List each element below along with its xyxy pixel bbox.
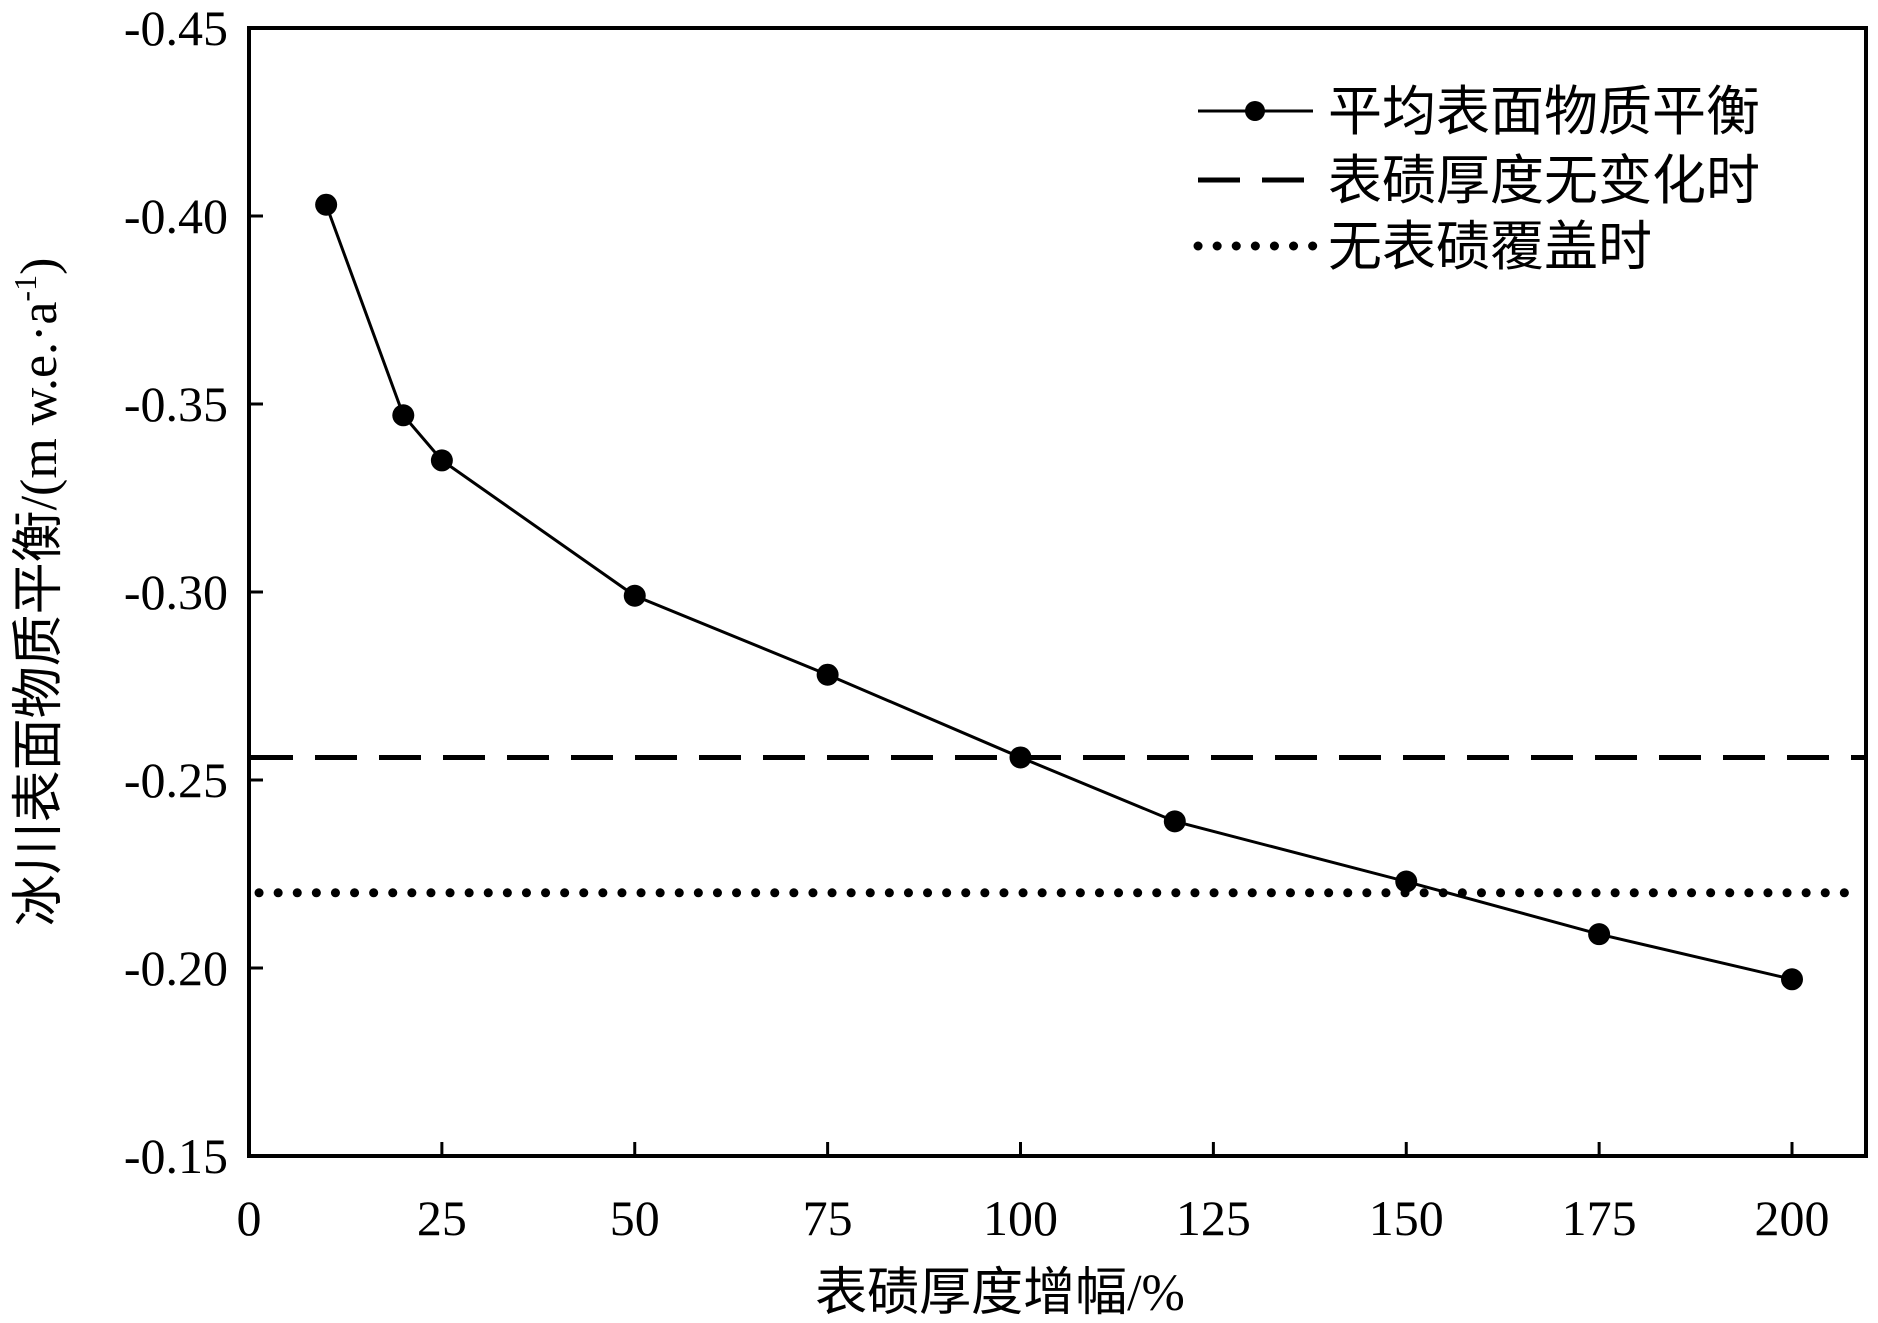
x-tick-label: 175 bbox=[1562, 1190, 1637, 1246]
x-tick-label: 150 bbox=[1369, 1190, 1444, 1246]
data-point bbox=[430, 449, 453, 472]
x-tick-label: 25 bbox=[417, 1190, 467, 1246]
y-axis-title-main: 冰川表面物质平衡/(m w.e.·a bbox=[11, 302, 68, 927]
legend-label-0: 平均表面物质平衡 bbox=[1328, 82, 1760, 142]
data-point bbox=[1781, 968, 1803, 991]
data-point bbox=[1163, 810, 1186, 833]
series-line-path bbox=[324, 204, 1793, 981]
legend: 平均表面物质平衡 表碛厚度无变化时 无表碛覆盖时 bbox=[1193, 82, 1760, 277]
y-axis-title-close: ) bbox=[11, 258, 68, 275]
y-tick-label: -0.15 bbox=[124, 1128, 228, 1184]
x-axis-title: 表碛厚度增幅/% bbox=[815, 1265, 1185, 1322]
y-tick-label: -0.20 bbox=[124, 940, 228, 996]
y-tick-label: -0.40 bbox=[124, 188, 228, 244]
x-tick-label: 200 bbox=[1755, 1190, 1830, 1246]
data-point bbox=[816, 663, 839, 686]
y-tick-label: -0.30 bbox=[124, 564, 228, 620]
y-axis-title-sup: -1 bbox=[7, 275, 43, 302]
data-point bbox=[623, 584, 646, 607]
y-tick-label: -0.25 bbox=[124, 752, 228, 808]
x-axis: 0 25 50 75 100 125 150 175 200 bbox=[237, 1142, 1830, 1246]
y-tick-label: -0.45 bbox=[124, 0, 228, 56]
x-tick-label: 75 bbox=[803, 1190, 853, 1246]
data-point bbox=[1009, 746, 1032, 769]
x-tick-label: 0 bbox=[237, 1190, 262, 1246]
y-axis-title: 冰川表面物质平衡/(m w.e.·a-1) bbox=[7, 258, 68, 927]
data-point bbox=[315, 193, 338, 216]
y-axis: -0.45 -0.40 -0.35 -0.30 -0.25 -0.20 -0.15 bbox=[124, 0, 263, 1184]
x-tick-label: 100 bbox=[983, 1190, 1058, 1246]
series-mean-mass-balance bbox=[315, 193, 1803, 991]
legend-marker bbox=[1245, 101, 1265, 121]
legend-label-2: 无表碛覆盖时 bbox=[1328, 217, 1652, 277]
data-point bbox=[392, 404, 415, 427]
x-tick-label: 125 bbox=[1176, 1190, 1251, 1246]
legend-label-1: 表碛厚度无变化时 bbox=[1328, 151, 1760, 211]
data-point bbox=[1588, 923, 1611, 946]
x-tick-label: 50 bbox=[610, 1190, 660, 1246]
reference-lines bbox=[251, 754, 1865, 898]
y-tick-label: -0.35 bbox=[124, 376, 228, 432]
data-point bbox=[1395, 870, 1418, 893]
